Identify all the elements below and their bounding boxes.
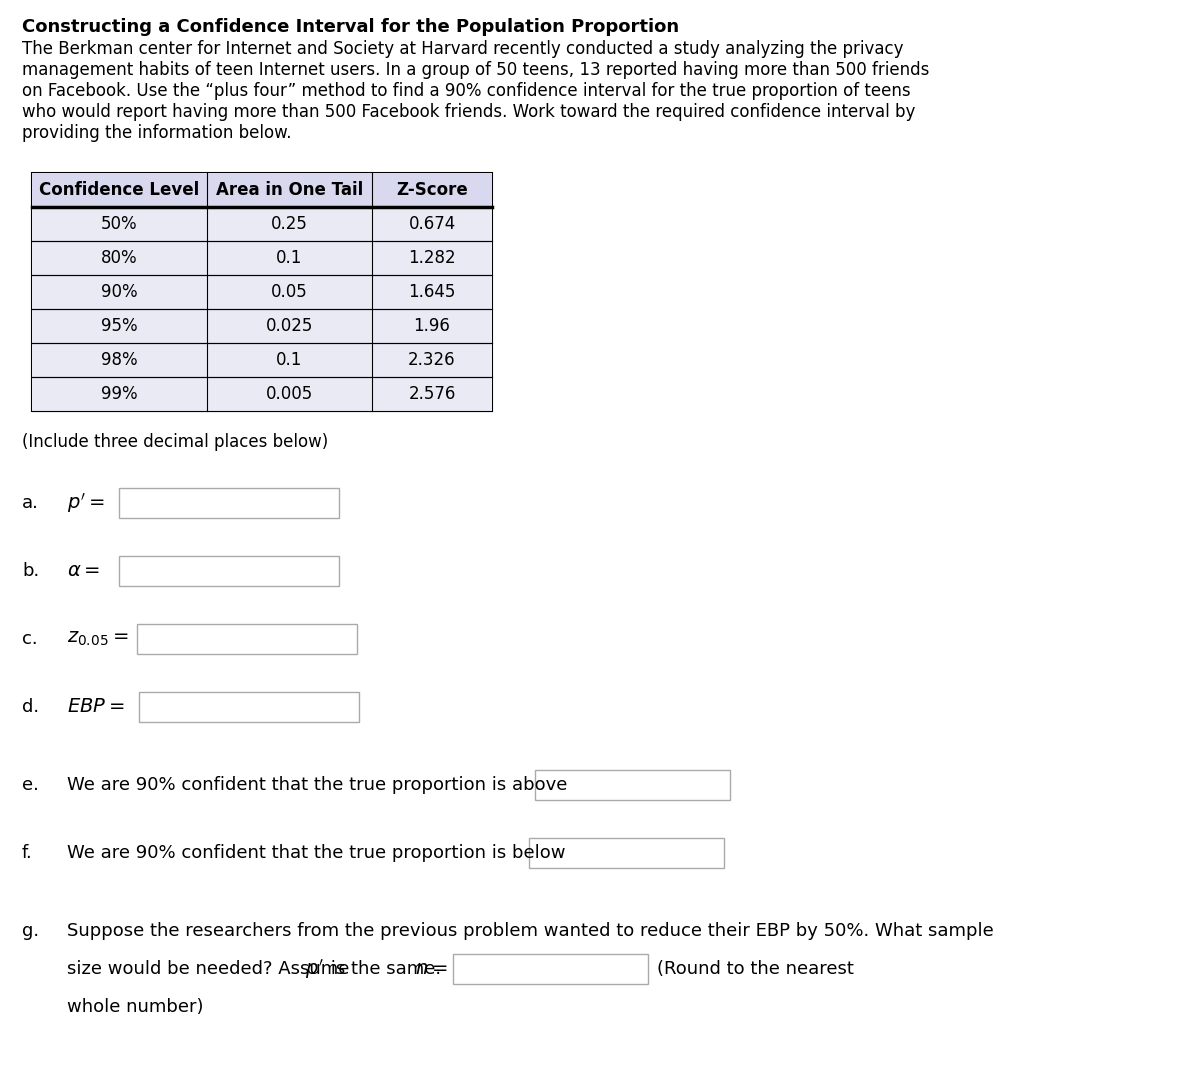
Bar [32, 377, 492, 411]
Bar [137, 624, 358, 654]
Text: 0.005: 0.005 [266, 385, 313, 403]
Text: 99%: 99% [101, 385, 138, 403]
Text: d.: d. [22, 698, 40, 716]
Text: Constructing a Confidence Interval for the Population Proportion: Constructing a Confidence Interval for t… [22, 18, 679, 36]
Bar [32, 173, 492, 411]
Text: 0.1: 0.1 [276, 249, 302, 267]
Bar [139, 692, 359, 722]
Text: 0.025: 0.025 [266, 317, 313, 335]
Bar [32, 241, 492, 275]
Text: f.: f. [22, 844, 32, 862]
Bar [32, 309, 492, 343]
Text: Area in One Tail: Area in One Tail [216, 181, 364, 199]
Bar [529, 838, 724, 868]
Text: whole number): whole number) [67, 998, 204, 1016]
Text: management habits of teen Internet users. In a group of 50 teens, 13 reported ha: management habits of teen Internet users… [22, 61, 929, 79]
Bar [535, 770, 730, 800]
Text: We are 90% confident that the true proportion is above: We are 90% confident that the true propo… [67, 776, 568, 795]
Text: Suppose the researchers from the previous problem wanted to reduce their EBP by : Suppose the researchers from the previou… [67, 922, 994, 940]
Text: $\alpha =$: $\alpha =$ [67, 561, 100, 580]
Bar [32, 173, 492, 206]
Text: on Facebook. Use the “plus four” method to find a 90% confidence interval for th: on Facebook. Use the “plus four” method … [22, 82, 911, 101]
Text: 0.25: 0.25 [271, 215, 308, 233]
Text: 98%: 98% [101, 351, 138, 369]
Text: who would report having more than 500 Facebook friends. Work toward the required: who would report having more than 500 Fa… [22, 103, 916, 121]
Text: e.: e. [22, 776, 38, 795]
Text: 1.645: 1.645 [408, 283, 456, 301]
Text: 2.326: 2.326 [408, 351, 456, 369]
Text: 0.674: 0.674 [408, 215, 456, 233]
Text: We are 90% confident that the true proportion is below: We are 90% confident that the true propo… [67, 844, 565, 862]
Text: 90%: 90% [101, 283, 138, 301]
Text: 0.1: 0.1 [276, 351, 302, 369]
Text: $p'$: $p'$ [305, 957, 324, 980]
Bar [32, 275, 492, 309]
Text: g.: g. [22, 922, 40, 940]
Text: c.: c. [22, 630, 37, 648]
Bar [32, 206, 492, 241]
Bar [32, 343, 492, 377]
Text: $p' =$: $p' =$ [67, 491, 104, 515]
Text: 2.576: 2.576 [408, 385, 456, 403]
Text: $EBP =$: $EBP =$ [67, 697, 125, 717]
Text: is the same.: is the same. [325, 960, 446, 978]
Text: The Berkman center for Internet and Society at Harvard recently conducted a stud: The Berkman center for Internet and Soci… [22, 40, 904, 58]
Text: 0.05: 0.05 [271, 283, 308, 301]
Text: Z-Score: Z-Score [396, 181, 468, 199]
Text: b.: b. [22, 562, 40, 580]
Text: size would be needed? Assume: size would be needed? Assume [67, 960, 355, 978]
Text: 50%: 50% [101, 215, 138, 233]
Bar [119, 488, 340, 518]
Bar [119, 556, 340, 586]
Text: a.: a. [22, 494, 38, 512]
Bar [454, 955, 648, 984]
Text: Confidence Level: Confidence Level [40, 181, 199, 199]
Text: 1.96: 1.96 [414, 317, 450, 335]
Text: (Include three decimal places below): (Include three decimal places below) [22, 433, 329, 451]
Text: 1.282: 1.282 [408, 249, 456, 267]
Text: $n =$: $n =$ [415, 960, 448, 978]
Text: 95%: 95% [101, 317, 138, 335]
Text: 80%: 80% [101, 249, 138, 267]
Text: $z_{0.05} =$: $z_{0.05} =$ [67, 629, 128, 649]
Text: providing the information below.: providing the information below. [22, 124, 292, 142]
Text: (Round to the nearest: (Round to the nearest [658, 960, 854, 978]
